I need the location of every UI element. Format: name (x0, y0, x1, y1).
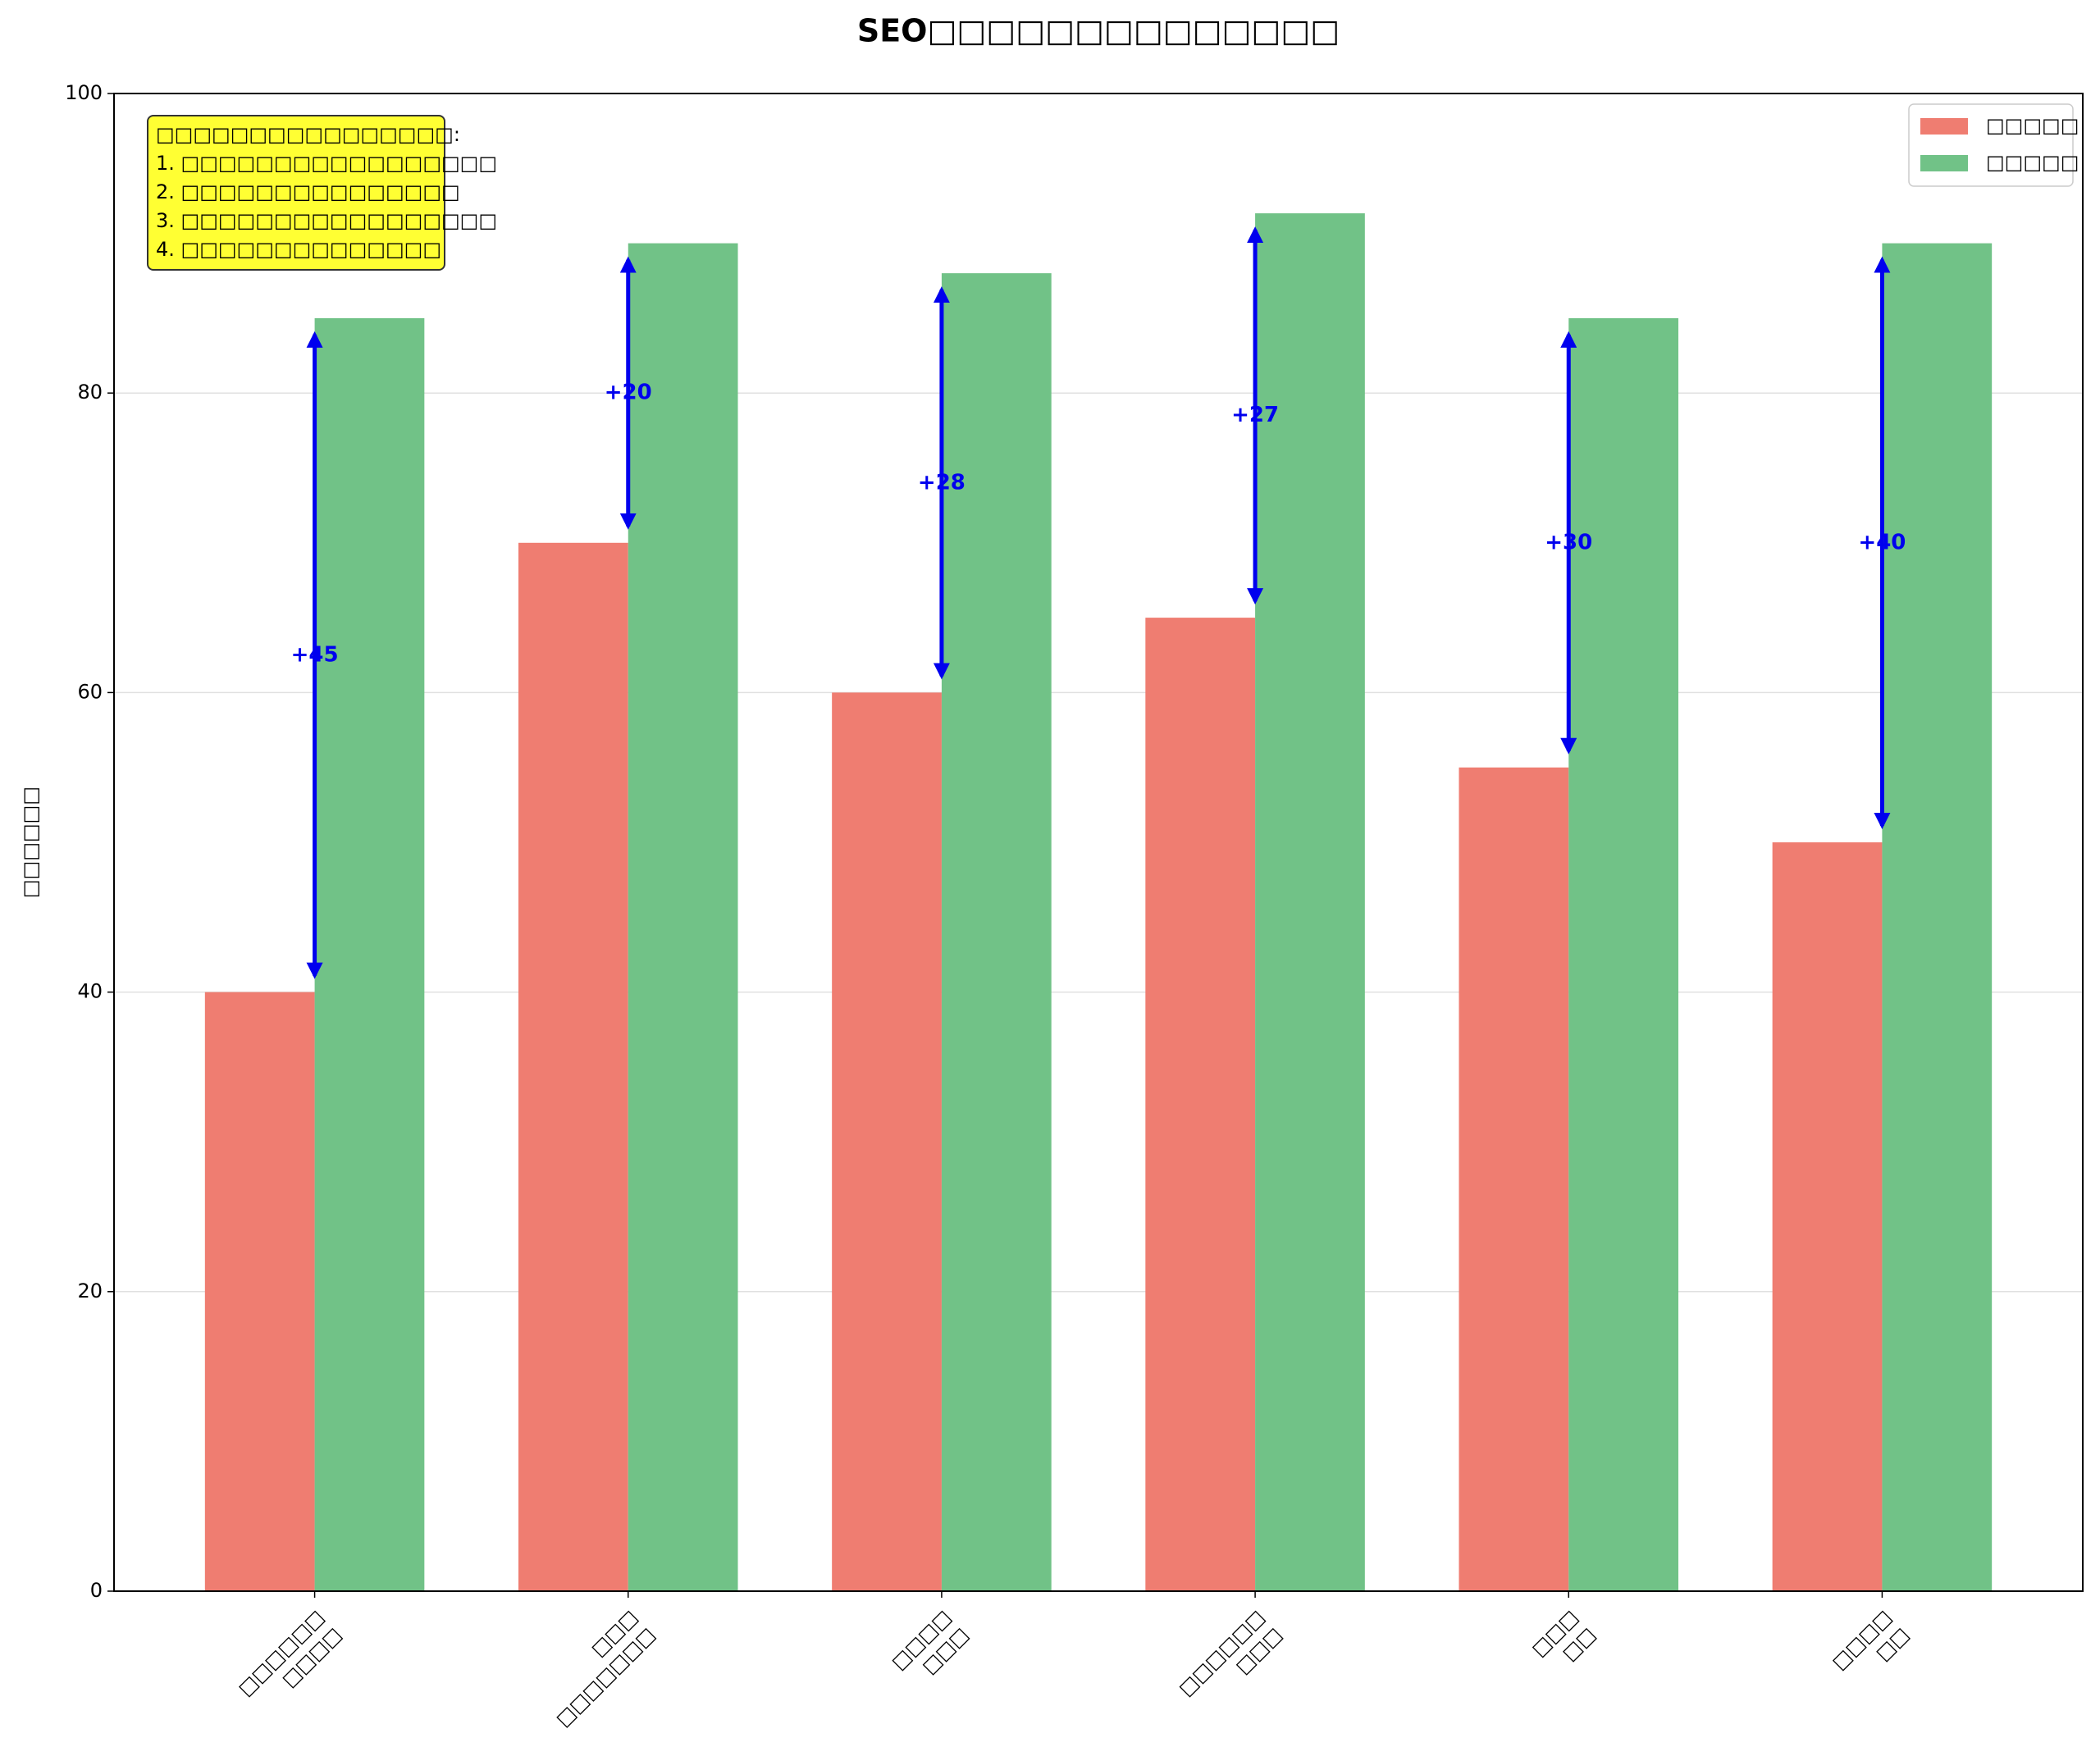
x-tick-label: □□□□□□□□□□ (234, 1605, 346, 1717)
y-tick-label: 100 (65, 81, 103, 104)
note-line: 1. □□□□□□□□□□□□□□□□□ (156, 152, 497, 175)
y-tick-label: 80 (77, 381, 103, 404)
legend-swatch (1920, 118, 1968, 135)
bar (941, 273, 1052, 1591)
improvement-label: +27 (1231, 403, 1279, 427)
bar (204, 992, 315, 1591)
bar (518, 542, 628, 1591)
note-line: 2. □□□□□□□□□□□□□□□ (156, 180, 460, 203)
bar (1145, 618, 1256, 1591)
y-tick-label: 60 (77, 680, 103, 703)
bar (314, 317, 425, 1591)
improvement-label: +40 (1858, 530, 1906, 554)
x-tick-label: □□□□□□□□□ (1174, 1605, 1286, 1717)
improvement-label: +30 (1545, 530, 1592, 554)
bar (832, 692, 942, 1591)
improvement-label: +28 (918, 470, 966, 495)
y-tick-label: 0 (90, 1579, 103, 1602)
note-line: 3. □□□□□□□□□□□□□□□□□ (156, 209, 497, 232)
improvement-label: +20 (605, 381, 652, 405)
y-tick-label: 40 (77, 980, 103, 1003)
y-axis-label: □□□□□□ (19, 787, 42, 898)
bar (628, 243, 738, 1592)
bar (1459, 767, 1569, 1591)
legend-label: □□□□□ (1986, 151, 2079, 174)
y-tick-label: 20 (77, 1279, 103, 1302)
x-tick-label: □□□□□□□□□□ (534, 1605, 660, 1731)
improvement-label: +45 (291, 642, 339, 667)
x-tick-label: □□□□□□□ (887, 1605, 973, 1691)
note-line: □□□□□□□□□□□□□□□□: (156, 123, 460, 146)
x-tick-label: □□□□□ (1527, 1605, 1600, 1678)
axes-frame (113, 93, 2084, 1592)
legend-swatch (1920, 155, 1968, 171)
chart-title: SEO□□□□□□□□□□□□□□ (857, 13, 1340, 49)
x-tick-label: □□□□□□ (1828, 1605, 1914, 1691)
bar (1568, 317, 1679, 1591)
note-line: 4. □□□□□□□□□□□□□□ (156, 238, 441, 261)
legend-label: □□□□□ (1986, 114, 2079, 137)
bar (1882, 243, 1993, 1592)
note-box (147, 115, 445, 271)
bar (1772, 842, 1883, 1591)
bar (1255, 213, 1365, 1592)
